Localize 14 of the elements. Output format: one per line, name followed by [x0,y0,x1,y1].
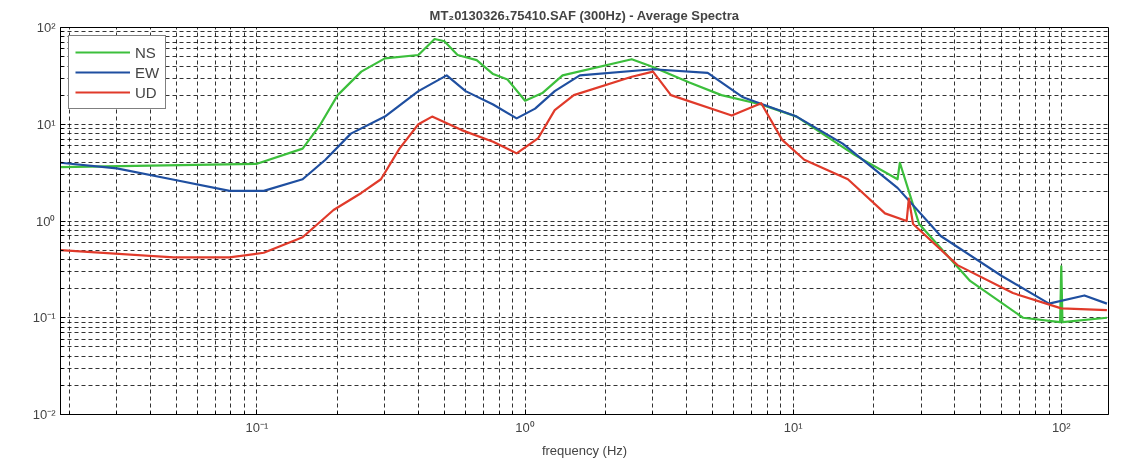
legend-label: NS [135,43,156,61]
x-tick-label: 10² [1051,419,1072,435]
y-tick-label: 10⁰ [36,213,56,229]
y-tick-label: 10¹ [36,116,57,132]
x-tick-label: 10⁰ [515,419,535,435]
chart-title: MT₂0130326₁75410.SAF (300Hz) - Average Spectra [429,7,740,23]
x-tick-label: 10¹ [783,419,804,435]
y-tick-label: 10⁻¹ [32,310,57,326]
x-axis-title: frequency (Hz) [541,442,628,458]
y-tick-label: 10² [36,20,57,35]
legend-label: UD [135,83,157,101]
legend-label: EW [135,63,160,81]
x-tick-label: 10⁻¹ [245,419,270,435]
y-tick-label: 10⁻² [32,407,57,422]
